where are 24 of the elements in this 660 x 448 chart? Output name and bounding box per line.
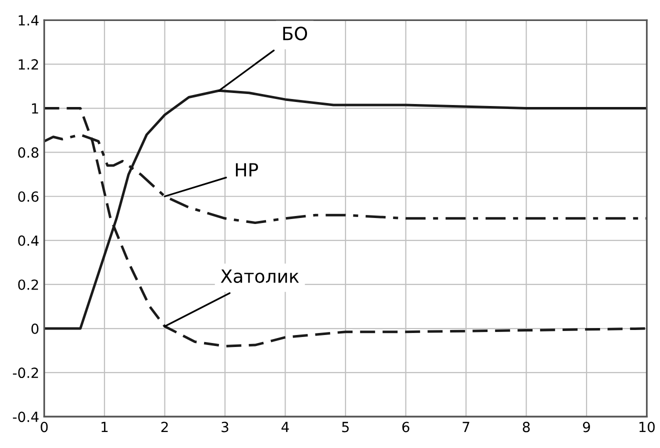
text: НР [236,163,258,176]
y-tick-label: 1 [32,103,38,114]
y-tick-label: 0.2 [18,279,38,290]
text: БО [283,26,308,40]
y-tick-label: 0 [31,324,38,334]
y-tick-label: -0.4 [12,412,39,422]
y-tick-label: 0.8 [18,147,38,158]
x-tick-label: 5 [342,422,349,432]
y-tick-label: 0.4 [18,235,39,246]
y-tick-label: 0.6 [18,191,38,202]
x-tick-label: 3 [222,422,228,432]
x-tick-label: 0 [40,422,48,432]
x-tick-label: 2 [161,422,168,432]
x-tick-label: 7 [462,422,470,432]
x-tick-label: 1 [102,422,108,432]
y-tick-label: 1.2 [18,59,38,70]
y-tick-label: -0.2 [12,368,38,378]
x-tick-label: 4 [282,422,289,432]
x-tick-label: 10 [639,422,655,432]
x-tick-label: 6 [402,422,410,432]
text: Хатолик [220,270,299,283]
y-tick-label: 1.4 [18,15,39,26]
x-tick-label: 8 [522,422,530,432]
x-tick-label: 9 [583,422,590,432]
